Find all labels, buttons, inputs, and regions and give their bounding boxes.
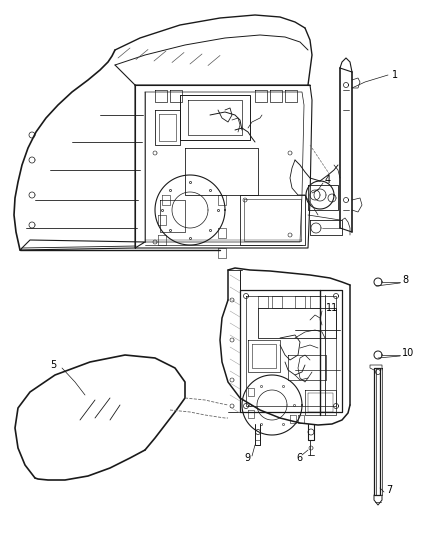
- Text: 4: 4: [325, 175, 331, 185]
- Text: 10: 10: [402, 348, 414, 358]
- Text: 7: 7: [386, 485, 392, 495]
- Polygon shape: [374, 351, 382, 359]
- Text: 1: 1: [392, 70, 398, 80]
- Text: 5: 5: [50, 360, 56, 370]
- Text: 9: 9: [244, 453, 250, 463]
- Text: 6: 6: [296, 453, 302, 463]
- Text: 8: 8: [402, 275, 408, 285]
- Text: 11: 11: [326, 303, 338, 313]
- Polygon shape: [374, 278, 382, 286]
